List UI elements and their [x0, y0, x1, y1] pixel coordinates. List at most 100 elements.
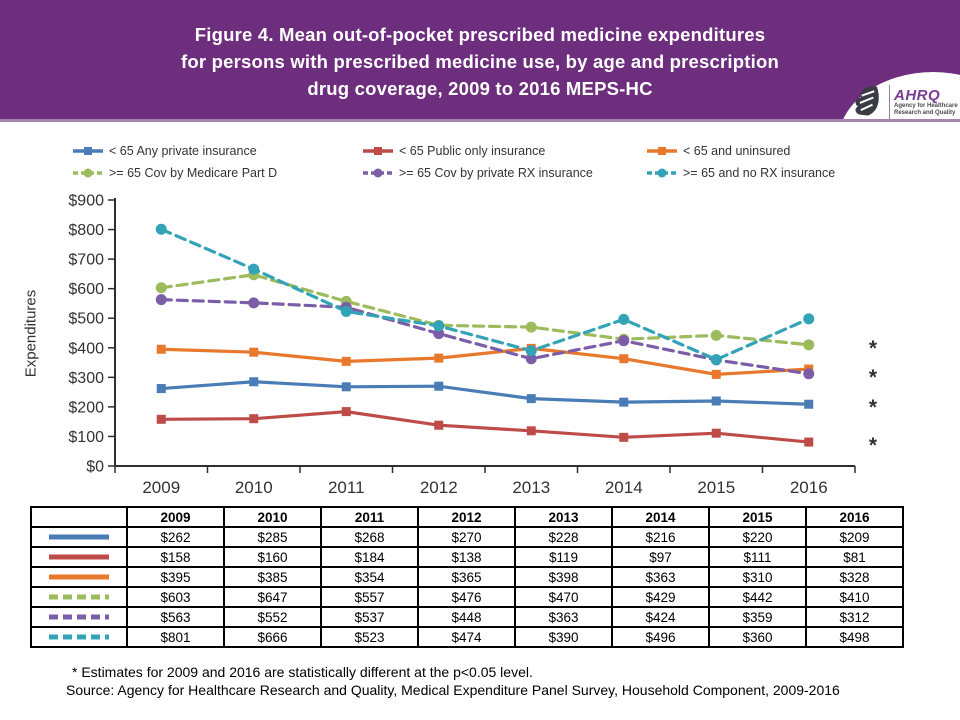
- chart-legend: < 65 Any private insurance < 65 Public on…: [72, 140, 932, 184]
- table-value-cell: $363: [611, 566, 710, 588]
- data-point-marker: [804, 437, 814, 447]
- x-tick-label: 2010: [235, 478, 273, 497]
- line-chart: $0 $100 $200 $300 $400 $500 $600 $700 $800 $900 20…: [68, 193, 878, 498]
- square-marker: [84, 147, 92, 155]
- data-point-marker: [710, 329, 722, 341]
- table-value-cell: $228: [514, 526, 613, 548]
- table-row: $563 $552 $537 $448 $363 $424 $359 $312: [30, 606, 904, 628]
- y-tick-label: $0: [86, 459, 104, 476]
- table-value-cell: $81: [805, 546, 904, 568]
- series-line: [159, 227, 811, 362]
- table-row: $158 $160 $184 $138 $119 $97 $111 $81: [30, 546, 904, 568]
- data-point-marker: [155, 282, 167, 294]
- table-value-cell: $557: [320, 586, 419, 608]
- data-point-marker: [340, 305, 352, 317]
- solid-line-swatch: [363, 147, 393, 155]
- ahrq-wordmark: AHRQ: [894, 86, 941, 104]
- table-value-cell: $209: [805, 526, 904, 548]
- solid-line-swatch: [49, 574, 109, 580]
- series-line: [159, 298, 811, 376]
- table-value-cell: $138: [417, 546, 516, 568]
- y-tick-label: $400: [68, 340, 104, 357]
- table-value-cell: $360: [708, 626, 807, 648]
- table-value-cell: $552: [223, 606, 322, 628]
- solid-line-swatch: [647, 147, 677, 155]
- header-bottom-edge: [0, 119, 960, 122]
- table-header-cell: 2010: [223, 506, 322, 528]
- data-point-marker: [618, 313, 630, 325]
- table-header-cell: 2016: [805, 506, 904, 528]
- legend-item: < 65 Public only insurance: [362, 144, 646, 158]
- data-point-marker: [249, 347, 259, 357]
- significance-star: *: [869, 434, 878, 457]
- table-header-cell: 2014: [611, 506, 710, 528]
- table-row: $801 $666 $523 $474 $390 $496 $360 $498: [30, 626, 904, 648]
- table-value-cell: $310: [708, 566, 807, 588]
- x-tick-label: 2011: [328, 478, 365, 497]
- data-point-marker: [711, 396, 721, 406]
- significance-star: *: [869, 337, 878, 360]
- data-point-marker: [711, 369, 721, 379]
- solid-line-swatch: [49, 534, 109, 540]
- square-marker: [658, 147, 666, 155]
- table-header-cell: 2012: [417, 506, 516, 528]
- data-point-marker: [803, 368, 815, 380]
- y-tick-label: $600: [68, 281, 104, 298]
- x-tick-label: 2012: [420, 478, 458, 497]
- table-value-cell: $498: [805, 626, 904, 648]
- solid-line-swatch: [73, 147, 103, 155]
- data-table: 2009 2010 2011 2012 2013 2014 2015 2016 $262 $285…: [30, 506, 904, 648]
- legend-row: < 65 Any private insurance < 65 Public on…: [72, 140, 932, 162]
- data-point-marker: [525, 353, 537, 365]
- table-header-row: 2009 2010 2011 2012 2013 2014 2015 2016: [30, 506, 904, 528]
- table-value-cell: $111: [708, 546, 807, 568]
- data-point-marker: [248, 297, 260, 309]
- significance-star: *: [869, 396, 878, 419]
- data-point-marker: [249, 414, 259, 424]
- table-value-cell: $410: [805, 586, 904, 608]
- table-value-cell: $365: [417, 566, 516, 588]
- logo-divider: [889, 85, 890, 119]
- data-point-marker: [434, 353, 444, 363]
- table-value-cell: $160: [223, 546, 322, 568]
- table-value-cell: $398: [514, 566, 613, 588]
- table-value-cell: $647: [223, 586, 322, 608]
- table-value-cell: $470: [514, 586, 613, 608]
- data-point-marker: [803, 313, 815, 325]
- dashed-line-swatch: [49, 614, 109, 620]
- data-point-marker: [155, 294, 167, 306]
- data-point-marker: [711, 428, 721, 438]
- table-value-cell: $385: [223, 566, 322, 588]
- data-point-marker: [619, 354, 629, 364]
- ahrq-tagline-line-1: Agency for Healthcare: [894, 102, 958, 109]
- series-swatch-cell: [30, 626, 128, 648]
- table-value-cell: $537: [320, 606, 419, 628]
- series-line: [159, 273, 811, 347]
- dashed-line-swatch: [647, 168, 677, 178]
- legend-label: < 65 Public only insurance: [399, 144, 546, 158]
- table-value-cell: $354: [320, 566, 419, 588]
- x-tick-label: 2013: [512, 478, 550, 497]
- table-row: $603 $647 $557 $476 $470 $429 $442 $410: [30, 586, 904, 608]
- data-point-marker: [341, 382, 351, 392]
- hhs-eagle-icon: [855, 86, 879, 116]
- logo-text: AHRQ Agency for Healthcare Research and …: [894, 88, 958, 117]
- table-value-cell: $363: [514, 606, 613, 628]
- legend-label: < 65 and uninsured: [683, 144, 791, 158]
- dashed-line-swatch: [49, 634, 109, 640]
- y-tick-label: $200: [68, 399, 104, 416]
- dashed-line-swatch: [363, 168, 393, 178]
- data-point-marker: [433, 328, 445, 340]
- table-value-cell: $158: [126, 546, 225, 568]
- table-value-cell: $184: [320, 546, 419, 568]
- legend-label: >= 65 Cov by private RX insurance: [399, 166, 593, 180]
- x-tick-label: 2015: [697, 478, 735, 497]
- data-point-marker: [619, 397, 629, 407]
- legend-label: >= 65 and no RX insurance: [683, 166, 836, 180]
- data-point-marker: [618, 335, 630, 347]
- legend-item: >= 65 Cov by private RX insurance: [362, 166, 646, 180]
- table-value-cell: $97: [611, 546, 710, 568]
- y-tick-label: $900: [68, 193, 104, 210]
- ahrq-logo: AHRQ Agency for Healthcare Research and …: [850, 82, 958, 119]
- table-value-cell: $312: [805, 606, 904, 628]
